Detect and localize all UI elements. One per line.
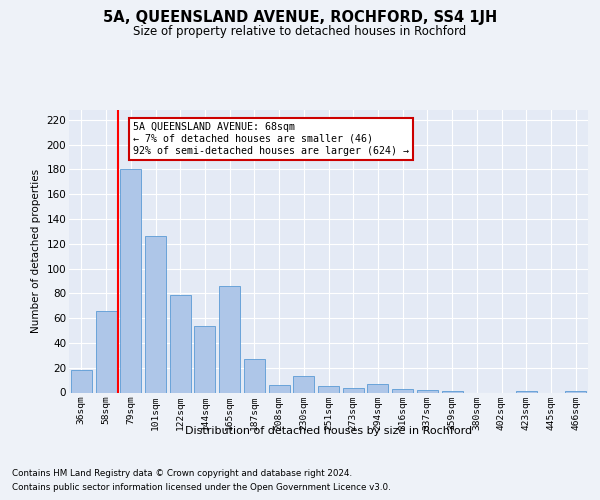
Bar	[269, 385, 290, 392]
Bar	[392, 389, 413, 392]
Bar	[71, 370, 92, 392]
Bar	[194, 326, 215, 392]
Bar	[417, 390, 438, 392]
Text: Distribution of detached houses by size in Rochford: Distribution of detached houses by size …	[185, 426, 472, 436]
Bar	[343, 388, 364, 392]
Text: 5A, QUEENSLAND AVENUE, ROCHFORD, SS4 1JH: 5A, QUEENSLAND AVENUE, ROCHFORD, SS4 1JH	[103, 10, 497, 25]
Bar	[120, 170, 141, 392]
Bar	[95, 310, 116, 392]
Text: 5A QUEENSLAND AVENUE: 68sqm
← 7% of detached houses are smaller (46)
92% of semi: 5A QUEENSLAND AVENUE: 68sqm ← 7% of deta…	[133, 122, 409, 156]
Bar	[293, 376, 314, 392]
Bar	[170, 294, 191, 392]
Bar	[367, 384, 388, 392]
Text: Contains public sector information licensed under the Open Government Licence v3: Contains public sector information licen…	[12, 484, 391, 492]
Bar	[318, 386, 339, 392]
Bar	[244, 359, 265, 392]
Y-axis label: Number of detached properties: Number of detached properties	[31, 169, 41, 334]
Bar	[145, 236, 166, 392]
Text: Contains HM Land Registry data © Crown copyright and database right 2024.: Contains HM Land Registry data © Crown c…	[12, 468, 352, 477]
Bar	[219, 286, 240, 393]
Text: Size of property relative to detached houses in Rochford: Size of property relative to detached ho…	[133, 25, 467, 38]
